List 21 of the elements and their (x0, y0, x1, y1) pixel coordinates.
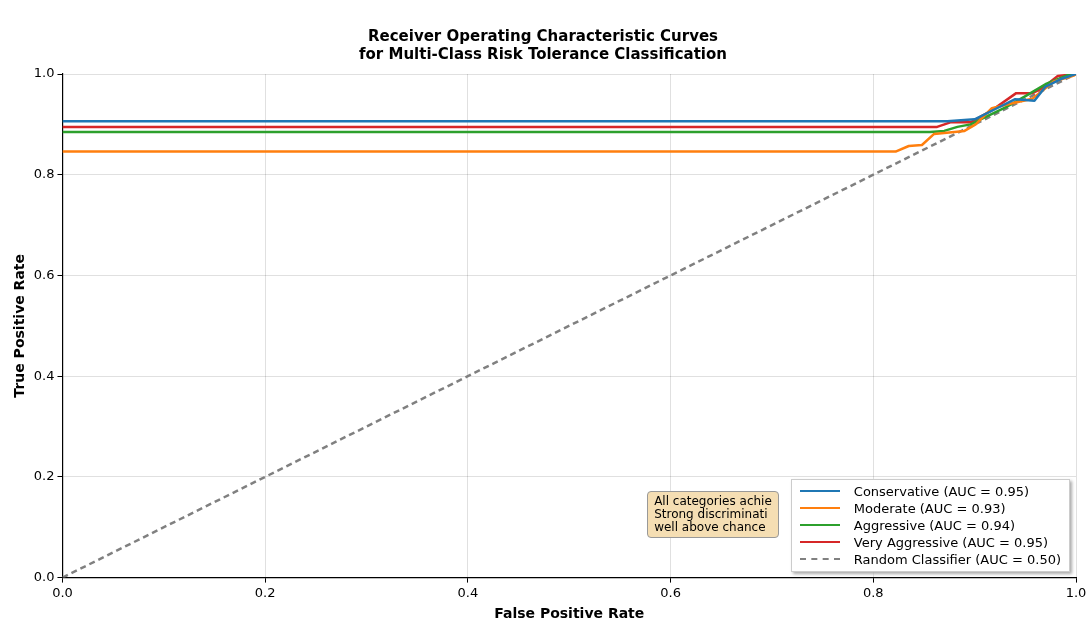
x-axis-title: False Positive Rate (494, 605, 645, 622)
legend-label: Random Classifier (AUC = 0.50) (853, 550, 1061, 568)
legend-label: Conservative (AUC = 0.95) (853, 482, 1030, 500)
y-tick-label: 0.6 (33, 266, 55, 282)
x-tick-label: 0.0 (52, 584, 73, 600)
annotation: All categories achie Strong discriminati well above chance (647, 490, 779, 538)
y-tick-label: 0.8 (33, 166, 55, 182)
x-tick-label: 0.4 (457, 584, 479, 600)
legend-label: Very Aggressive (AUC = 0.95) (853, 533, 1049, 551)
x-tick-label: 0.8 (862, 584, 884, 600)
y-tick-label: 0.0 (33, 568, 55, 584)
x-tick-label: 0.2 (254, 584, 276, 600)
y-axis-title: True Positive Rate (11, 253, 28, 398)
legend-label: Moderate (AUC = 0.93) (853, 499, 1006, 517)
y-tick-label: 0.2 (33, 468, 55, 484)
chart-title: Receiver Operating Characteristic Curves for Multi-Class Risk Tolerance Classification (359, 26, 727, 63)
legend-label: Aggressive (AUC = 0.94) (853, 516, 1015, 534)
x-tick-label: 0.6 (660, 584, 681, 600)
y-tick-label: 1.0 (33, 65, 55, 81)
y-tick-label: 0.4 (33, 367, 55, 383)
x-tick-label: 1.0 (1065, 584, 1087, 600)
